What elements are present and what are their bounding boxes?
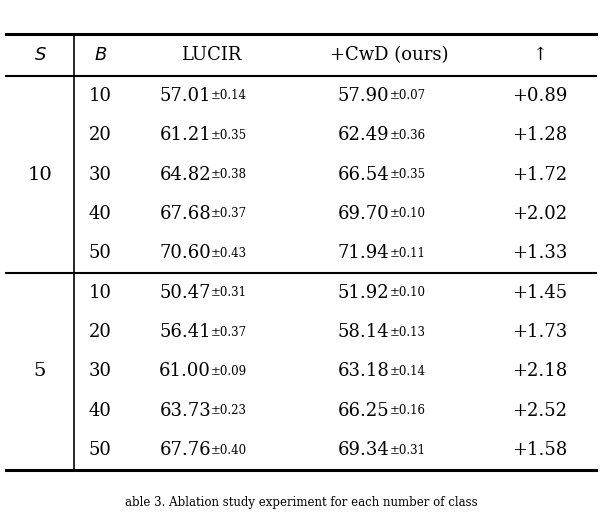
Text: +2.18: +2.18 [512, 363, 568, 380]
Text: +0.89: +0.89 [512, 87, 568, 105]
Text: ↑: ↑ [532, 46, 547, 64]
Text: 10: 10 [89, 284, 112, 301]
Text: +CwD (ours): +CwD (ours) [330, 46, 448, 64]
Text: 20: 20 [89, 126, 112, 144]
Text: ±0.16: ±0.16 [389, 404, 426, 418]
Text: LUCIR: LUCIR [181, 46, 241, 64]
Text: 30: 30 [89, 363, 112, 380]
Text: 10: 10 [89, 87, 112, 105]
Text: +2.52: +2.52 [512, 402, 568, 420]
Text: 64.82: 64.82 [160, 166, 211, 183]
Text: 56.41: 56.41 [160, 323, 211, 341]
Text: 63.73: 63.73 [160, 402, 211, 420]
Text: ±0.14: ±0.14 [389, 365, 426, 378]
Text: +1.72: +1.72 [512, 166, 568, 183]
Text: 70.60: 70.60 [160, 244, 211, 262]
Text: ±0.23: ±0.23 [211, 404, 247, 418]
Text: 62.49: 62.49 [338, 126, 389, 144]
Text: ±0.43: ±0.43 [211, 247, 247, 260]
Text: 63.18: 63.18 [338, 363, 389, 380]
Text: 69.34: 69.34 [338, 441, 389, 459]
Text: +1.58: +1.58 [512, 441, 568, 459]
Text: ±0.37: ±0.37 [211, 325, 247, 339]
Text: ±0.31: ±0.31 [389, 443, 426, 457]
Text: 50: 50 [89, 441, 112, 459]
Text: ±0.07: ±0.07 [389, 89, 426, 103]
Text: 58.14: 58.14 [338, 323, 389, 341]
Text: ±0.35: ±0.35 [389, 168, 426, 181]
Text: 10: 10 [28, 166, 52, 183]
Text: 57.90: 57.90 [338, 87, 389, 105]
Text: 66.54: 66.54 [338, 166, 389, 183]
Text: ±0.35: ±0.35 [211, 128, 247, 142]
Text: ±0.10: ±0.10 [389, 207, 426, 221]
Text: +1.45: +1.45 [512, 284, 568, 301]
Text: 40: 40 [89, 402, 112, 420]
Text: ±0.40: ±0.40 [211, 443, 247, 457]
Text: ±0.13: ±0.13 [389, 325, 426, 339]
Text: $B$: $B$ [94, 46, 107, 64]
Text: ±0.36: ±0.36 [389, 128, 426, 142]
Text: +2.02: +2.02 [512, 205, 568, 223]
Text: able 3. Ablation study experiment for each number of class: able 3. Ablation study experiment for ea… [125, 496, 477, 509]
Text: 57.01: 57.01 [160, 87, 211, 105]
Text: 67.68: 67.68 [160, 205, 211, 223]
Text: 67.76: 67.76 [160, 441, 211, 459]
Text: 61.21: 61.21 [160, 126, 211, 144]
Text: 50.47: 50.47 [160, 284, 211, 301]
Text: 66.25: 66.25 [338, 402, 389, 420]
Text: 61.00: 61.00 [159, 363, 211, 380]
Text: +1.73: +1.73 [512, 323, 568, 341]
Text: 40: 40 [89, 205, 112, 223]
Text: ±0.31: ±0.31 [211, 286, 247, 299]
Text: ±0.09: ±0.09 [211, 365, 247, 378]
Text: ±0.14: ±0.14 [211, 89, 247, 103]
Text: +1.33: +1.33 [512, 244, 568, 262]
Text: ±0.11: ±0.11 [389, 247, 426, 260]
Text: ±0.10: ±0.10 [389, 286, 426, 299]
Text: 30: 30 [89, 166, 112, 183]
Text: $S$: $S$ [34, 46, 46, 64]
Text: 20: 20 [89, 323, 112, 341]
Text: ±0.37: ±0.37 [211, 207, 247, 221]
Text: 69.70: 69.70 [338, 205, 389, 223]
Text: 50: 50 [89, 244, 112, 262]
Text: ±0.38: ±0.38 [211, 168, 247, 181]
Text: 5: 5 [34, 363, 46, 380]
Text: 71.94: 71.94 [338, 244, 389, 262]
Text: +1.28: +1.28 [512, 126, 568, 144]
Text: 51.92: 51.92 [338, 284, 389, 301]
